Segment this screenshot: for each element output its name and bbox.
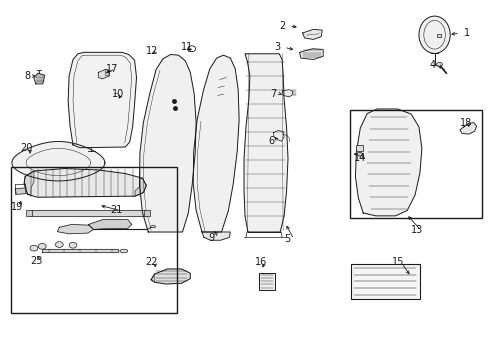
Text: 23: 23 — [30, 256, 43, 266]
Circle shape — [55, 242, 63, 247]
Polygon shape — [24, 168, 147, 197]
Polygon shape — [460, 123, 477, 134]
Polygon shape — [202, 232, 230, 240]
Polygon shape — [135, 178, 147, 196]
Text: 17: 17 — [106, 64, 118, 74]
Text: 15: 15 — [392, 257, 404, 267]
Polygon shape — [354, 152, 363, 156]
Bar — [437, 34, 441, 37]
Text: 10: 10 — [112, 89, 124, 99]
Text: 6: 6 — [269, 136, 274, 145]
Polygon shape — [12, 141, 105, 181]
Bar — [350, 264, 420, 299]
Text: 1: 1 — [464, 28, 470, 38]
Polygon shape — [151, 274, 155, 282]
Text: 21: 21 — [111, 206, 123, 216]
Polygon shape — [282, 90, 293, 97]
Ellipse shape — [437, 62, 442, 67]
Circle shape — [38, 243, 46, 249]
Text: 5: 5 — [284, 234, 291, 244]
Circle shape — [30, 245, 38, 251]
Polygon shape — [303, 30, 322, 40]
Bar — [11, 167, 176, 313]
Text: 18: 18 — [460, 118, 472, 128]
Polygon shape — [300, 49, 323, 59]
Bar — [26, 210, 32, 216]
Polygon shape — [57, 225, 94, 234]
Bar — [350, 110, 482, 218]
Circle shape — [69, 242, 77, 248]
Polygon shape — [140, 54, 196, 232]
Ellipse shape — [419, 16, 450, 53]
Text: 14: 14 — [353, 153, 366, 163]
Polygon shape — [31, 211, 145, 216]
Text: 3: 3 — [274, 42, 280, 52]
Text: 12: 12 — [147, 46, 159, 56]
Ellipse shape — [120, 249, 128, 253]
Text: 16: 16 — [255, 257, 267, 267]
Polygon shape — [89, 220, 132, 229]
Text: 22: 22 — [145, 257, 157, 267]
Text: 2: 2 — [279, 21, 286, 31]
Text: 11: 11 — [180, 42, 193, 52]
Bar — [356, 145, 363, 151]
Text: 20: 20 — [20, 143, 33, 153]
Text: 4: 4 — [430, 60, 436, 70]
Bar — [145, 210, 150, 216]
Polygon shape — [15, 188, 26, 194]
Polygon shape — [24, 171, 34, 194]
Text: 8: 8 — [24, 71, 30, 81]
Polygon shape — [244, 54, 288, 232]
Polygon shape — [151, 269, 190, 284]
Text: 13: 13 — [411, 225, 423, 235]
Text: 9: 9 — [208, 233, 215, 243]
Polygon shape — [42, 249, 118, 252]
Ellipse shape — [151, 226, 156, 228]
Polygon shape — [355, 109, 422, 216]
Text: 19: 19 — [10, 202, 23, 212]
Polygon shape — [34, 73, 45, 84]
Polygon shape — [273, 131, 284, 141]
Polygon shape — [105, 69, 109, 76]
Text: 7: 7 — [270, 89, 277, 99]
Polygon shape — [68, 52, 137, 148]
Polygon shape — [193, 55, 239, 232]
Bar — [259, 273, 275, 291]
Polygon shape — [98, 69, 109, 79]
